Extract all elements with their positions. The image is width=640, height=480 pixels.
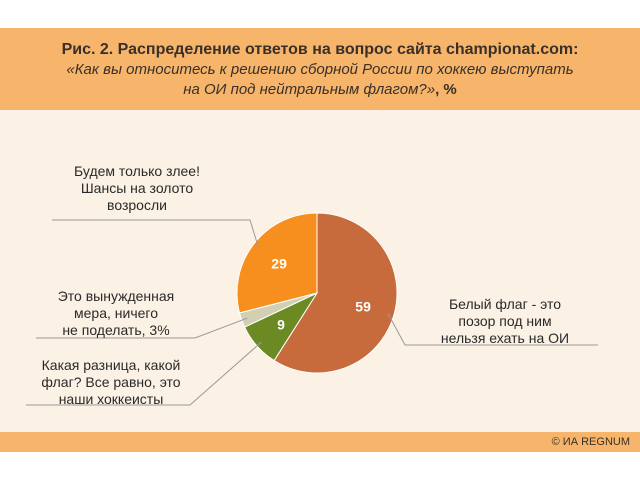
slice-label-white-flag: Белый флаг - это позор под ним нельзя ех… [440,296,570,346]
leader-line [387,313,598,346]
slice-label-no-difference: Какая разница, какой флаг? Все равно, эт… [41,357,181,407]
chart-footer: © ИА REGNUM [0,432,640,452]
leader-line [36,317,248,339]
pie-slice-white-flag [273,212,398,374]
slice-value-label: 9 [277,317,285,333]
subtitle-unit: , % [435,81,457,98]
chart-subtitle: «Как вы относитесь к решению сборной Рос… [60,60,580,100]
pie-slice-angrier [236,212,318,314]
leader-line [52,219,260,248]
top-margin [0,0,640,28]
leader-line [26,341,262,406]
slice-label-angrier: Будем только злее! Шансы на золото возро… [74,163,200,213]
slice-value-label: 59 [355,298,371,314]
credit-text: © ИА REGNUM [551,436,630,448]
slice-label-forced-measure: Это вынужденная мера, ничего не поделать… [57,288,175,338]
bottom-margin [0,452,640,480]
chart-header: Рис. 2. Распределение ответов на вопрос … [0,28,640,110]
chart-title: Рис. 2. Распределение ответов на вопрос … [61,41,579,58]
slice-value-label: 29 [271,256,287,272]
subtitle-question: «Как вы относитесь к решению сборной Рос… [66,61,574,98]
